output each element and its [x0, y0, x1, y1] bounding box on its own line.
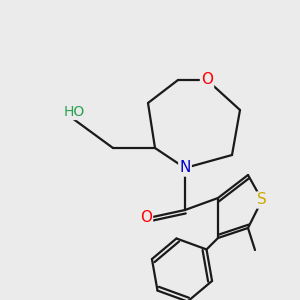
Text: O: O: [201, 73, 213, 88]
Text: N: N: [179, 160, 191, 175]
Text: HO: HO: [63, 105, 85, 119]
Text: O: O: [140, 211, 152, 226]
Text: S: S: [257, 193, 267, 208]
